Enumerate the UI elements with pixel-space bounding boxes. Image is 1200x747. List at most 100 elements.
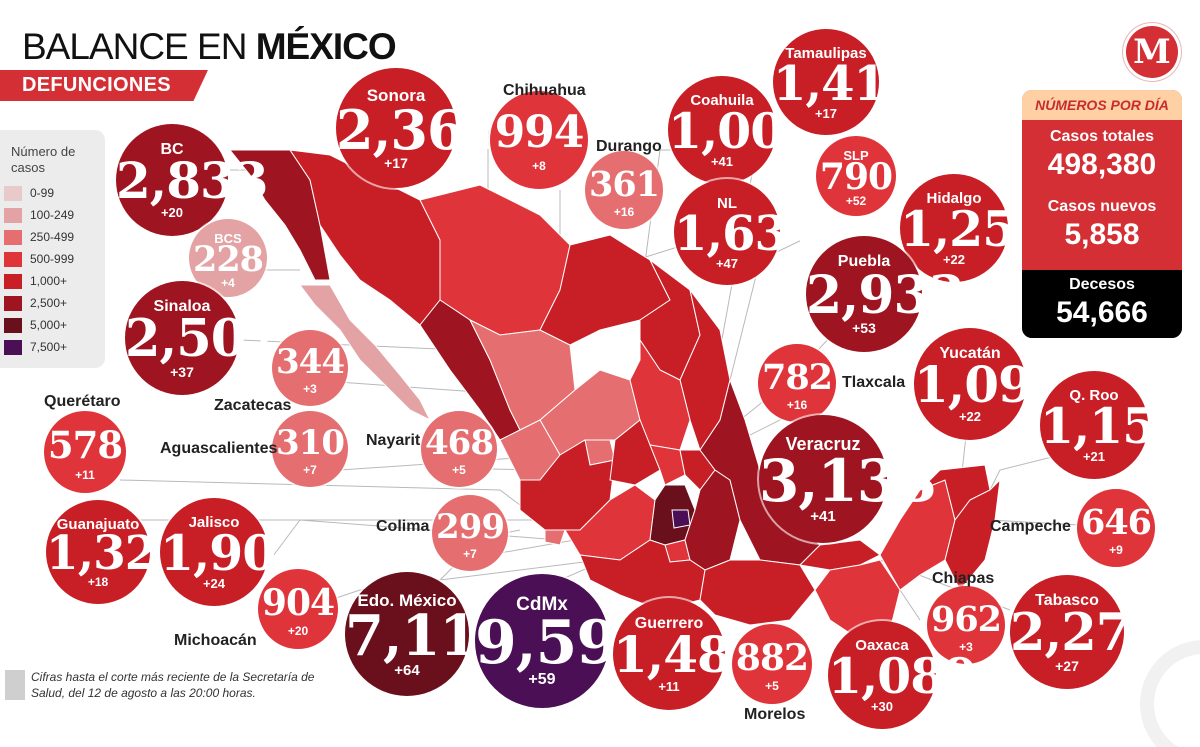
- state-name: Q. Roo: [1069, 387, 1119, 404]
- legend-swatch: [4, 317, 22, 333]
- state-name: Oaxaca: [855, 637, 909, 654]
- state-bubble-cdmx: CdMx 9,598 +59: [475, 574, 659, 708]
- state-name-chihuahua: Chihuahua: [503, 82, 586, 99]
- new-deaths: +4: [221, 276, 235, 290]
- legend-item: 250-499: [4, 228, 74, 246]
- state-bubble-coahuila: Coahuila 1,000 +41: [668, 76, 817, 184]
- state-name-aguascalientes: Aguascalientes: [160, 440, 278, 457]
- state-bubble-colima: 299 +7: [432, 495, 508, 571]
- state-shapes: [228, 149, 1001, 641]
- new-deaths: +22: [942, 252, 966, 267]
- legend-item: 1,000+: [4, 272, 67, 290]
- state-name: BC: [160, 141, 184, 158]
- state-bubble-guanajuato: Guanajuato 1,328 +18: [46, 500, 189, 604]
- state-shape-qroo: [944, 478, 1001, 591]
- state-bubble-chihuahua: 994 +8: [490, 91, 588, 189]
- legend-item: 7,500+: [4, 338, 67, 356]
- source-note: Cifras hasta el corte más reciente de la…: [31, 670, 315, 700]
- new-deaths: +7: [463, 547, 477, 561]
- legend-swatch: [4, 339, 22, 355]
- death-count: 2,502: [125, 309, 281, 369]
- new-deaths: +16: [613, 205, 635, 219]
- legend-swatch: [4, 207, 22, 223]
- state-bubble-tlaxcala: 782 +16: [758, 344, 836, 422]
- state-name-queretaro: Querétaro: [44, 393, 121, 410]
- new-deaths: +30: [870, 699, 894, 714]
- state-bubble-yucatan: Yucatán 1,094 +22: [914, 328, 1067, 440]
- new-deaths: +24: [202, 576, 226, 591]
- state-bubble-veracruz: Veracruz 3,138 +41: [759, 415, 937, 543]
- state-name-colima: Colima: [376, 518, 430, 535]
- death-count: 9,598: [475, 608, 659, 678]
- legend-label: 1,000+: [30, 274, 68, 288]
- state-shape-cdmx: [671, 509, 691, 529]
- state-bubble-michoacan: 904 +20: [258, 569, 338, 649]
- death-count: 1,415: [773, 56, 919, 112]
- total-cases-value: 498,380: [1047, 148, 1157, 181]
- new-deaths: +8: [532, 159, 546, 173]
- state-shape-queretaro: [649, 444, 686, 486]
- death-count: 1,489: [613, 625, 766, 684]
- state-bubble-sonora: Sonora 2,361 +17: [336, 68, 501, 188]
- legend-swatch: [4, 251, 22, 267]
- subtitle-bar: [0, 70, 208, 101]
- legend-swatch: [4, 273, 22, 289]
- state-shape-bcs: [299, 284, 432, 422]
- state-shape-coahuila: [539, 234, 671, 346]
- death-count: 882: [735, 637, 809, 679]
- state-bubble-nl: NL 1,631 +47: [674, 179, 820, 285]
- legend-item: 0-99: [4, 184, 54, 202]
- death-count: 962: [930, 599, 1002, 640]
- state-bubble-oaxaca: Oaxaca 1,089 +30: [828, 621, 977, 729]
- state-name: CdMx: [516, 594, 568, 615]
- state-bubble-nayarit: 468 +5: [421, 411, 497, 487]
- state-name-tlaxcala: Tlaxcala: [842, 374, 906, 391]
- page-title: BALANCE EN MÉXICO: [22, 26, 397, 67]
- death-count: 646: [1080, 502, 1152, 543]
- legend-item: 100-249: [4, 206, 74, 224]
- death-count: 1,000: [668, 102, 817, 160]
- state-bubble-bcs: BCS 228 +4: [189, 219, 267, 297]
- new-deaths: +11: [658, 679, 680, 694]
- legend-label: 500-999: [30, 252, 75, 266]
- state-shape-guerrero: [579, 539, 706, 611]
- new-deaths: +22: [958, 409, 982, 424]
- legend-swatch: [4, 185, 22, 201]
- new-deaths: +64: [394, 662, 420, 679]
- state-name-zacatecas: Zacatecas: [214, 397, 292, 414]
- state-shape-oaxaca: [699, 559, 816, 626]
- death-count: 299: [436, 507, 505, 547]
- new-deaths: +3: [959, 640, 973, 654]
- state-shape-colima: [544, 529, 566, 546]
- death-count: 1,258: [900, 200, 1049, 258]
- death-count: 228: [192, 239, 264, 280]
- new-deaths: +20: [160, 205, 184, 220]
- state-name: Sonora: [366, 86, 426, 105]
- legend-label: 5,000+: [30, 318, 68, 332]
- state-bubble-puebla: Puebla 2,933 +53: [806, 236, 965, 352]
- death-count: 1,631: [674, 206, 820, 262]
- state-name: Tamaulipas: [785, 45, 867, 62]
- state-name: Edo. México: [357, 591, 457, 610]
- new-deaths: +17: [384, 155, 408, 171]
- death-count: 361: [588, 164, 660, 205]
- total-cases-label: Casos totales: [1049, 128, 1155, 145]
- new-deaths: +18: [87, 575, 109, 589]
- state-name: Jalisco: [188, 514, 240, 531]
- new-deaths: +59: [528, 671, 556, 688]
- state-bubble-zacatecas: 344 +3: [272, 330, 348, 406]
- death-count: 2,361: [336, 98, 501, 162]
- new-deaths: +52: [845, 194, 867, 208]
- new-deaths: +27: [1055, 658, 1079, 674]
- state-name: Guanajuato: [56, 516, 140, 533]
- new-deaths: +20: [287, 624, 309, 638]
- state-bubble-queretaro: 578 +11: [44, 411, 126, 493]
- stats-heading-bar: [1022, 90, 1182, 120]
- death-count: 790: [819, 156, 893, 198]
- state-name: Guerrero: [634, 615, 704, 632]
- state-name: BCS: [214, 231, 242, 246]
- state-bubble-sinaloa: Sinaloa 2,502 +37: [125, 281, 281, 395]
- death-count: 1,089: [828, 647, 977, 705]
- death-count: 2,272: [1010, 603, 1166, 663]
